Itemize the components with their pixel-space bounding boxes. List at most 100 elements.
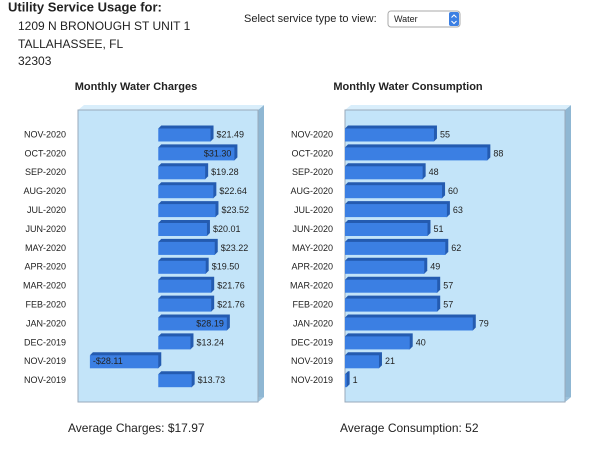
bar bbox=[89, 355, 159, 369]
category-label: JUL-2020 bbox=[294, 205, 333, 215]
value-label: $22.64 bbox=[219, 186, 247, 196]
average-consumption: Average Consumption: 52 bbox=[340, 421, 479, 435]
value-label: 49 bbox=[430, 262, 440, 272]
bar bbox=[345, 147, 488, 161]
category-label: SEP-2020 bbox=[25, 167, 66, 177]
category-label: MAR-2020 bbox=[23, 281, 66, 291]
value-label: 79 bbox=[479, 318, 489, 328]
bar bbox=[158, 374, 192, 388]
average-charges: Average Charges: $17.97 bbox=[68, 421, 205, 435]
bar bbox=[345, 223, 428, 236]
bar bbox=[345, 279, 438, 293]
category-label: NOV-2019 bbox=[291, 375, 333, 385]
category-label: JUN-2020 bbox=[292, 224, 333, 234]
value-label: 57 bbox=[443, 299, 453, 309]
panel-top bbox=[78, 105, 264, 110]
bar bbox=[345, 166, 423, 180]
bar bbox=[158, 260, 206, 274]
bar bbox=[345, 128, 434, 142]
select-box[interactable] bbox=[387, 10, 461, 28]
bar bbox=[158, 204, 216, 218]
category-label: MAR-2020 bbox=[290, 281, 333, 291]
bar bbox=[158, 185, 214, 199]
value-label: 62 bbox=[451, 243, 461, 253]
address-line: 1209 N BRONOUGH ST UNIT 1 bbox=[18, 19, 191, 33]
bar bbox=[345, 241, 446, 255]
chart-title: Monthly Water Consumption bbox=[333, 81, 483, 93]
category-label: OCT-2020 bbox=[291, 148, 333, 158]
category-label: DEC-2019 bbox=[24, 337, 66, 347]
value-label: 55 bbox=[440, 129, 450, 139]
category-label: APR-2020 bbox=[291, 262, 333, 272]
value-label: 1 bbox=[353, 375, 358, 385]
bar bbox=[158, 241, 215, 255]
category-label: NOV-2019 bbox=[291, 356, 333, 366]
selector-label: Select service type to view: bbox=[244, 13, 377, 25]
category-label: NOV-2020 bbox=[24, 129, 66, 139]
bar bbox=[345, 317, 473, 331]
bar bbox=[345, 204, 447, 218]
service-select[interactable]: Water bbox=[387, 10, 461, 28]
value-label: $21.49 bbox=[217, 129, 245, 139]
value-label: 48 bbox=[429, 167, 439, 177]
bar bbox=[345, 374, 347, 388]
header-title: Utility Service Usage for: bbox=[8, 0, 162, 14]
bar bbox=[345, 185, 443, 199]
value-label: 60 bbox=[448, 186, 458, 196]
category-label: FEB-2020 bbox=[25, 299, 66, 309]
bar bbox=[158, 336, 191, 350]
category-label: OCT-2020 bbox=[24, 148, 66, 158]
value-label: $21.76 bbox=[217, 299, 245, 309]
category-label: DEC-2019 bbox=[291, 337, 333, 347]
category-label: APR-2020 bbox=[24, 262, 66, 272]
bar bbox=[158, 279, 212, 293]
category-label: JAN-2020 bbox=[26, 318, 66, 328]
value-label: $23.22 bbox=[221, 243, 249, 253]
bar bbox=[158, 147, 235, 161]
value-label: $20.01 bbox=[213, 224, 241, 234]
value-label: $23.52 bbox=[221, 205, 249, 215]
panel-top bbox=[345, 105, 571, 110]
bar bbox=[345, 298, 438, 312]
bar bbox=[345, 260, 425, 274]
value-label: 57 bbox=[443, 281, 453, 291]
select-arrow-icon bbox=[451, 14, 457, 25]
bar bbox=[158, 223, 207, 236]
value-label: $13.73 bbox=[198, 375, 226, 385]
bar bbox=[158, 166, 206, 180]
bar bbox=[345, 355, 379, 369]
value-label: $13.24 bbox=[196, 337, 224, 347]
category-label: FEB-2020 bbox=[292, 299, 333, 309]
select-value[interactable]: Water bbox=[394, 14, 418, 24]
value-label: 88 bbox=[493, 148, 503, 158]
panel-side bbox=[565, 105, 571, 402]
value-label: 51 bbox=[434, 224, 444, 234]
select-arrow[interactable] bbox=[449, 12, 459, 26]
bar bbox=[158, 128, 211, 142]
category-label: MAY-2020 bbox=[292, 243, 333, 253]
value-label: $19.50 bbox=[212, 262, 240, 272]
category-label: JUN-2020 bbox=[25, 224, 66, 234]
category-label: JUL-2020 bbox=[27, 205, 66, 215]
category-label: NOV-2019 bbox=[24, 375, 66, 385]
value-label: $19.28 bbox=[211, 167, 239, 177]
category-label: JAN-2020 bbox=[293, 318, 333, 328]
category-label: AUG-2020 bbox=[23, 186, 66, 196]
bar bbox=[345, 336, 410, 350]
address-line: TALLAHASSEE, FL bbox=[18, 37, 123, 51]
category-label: NOV-2020 bbox=[291, 129, 333, 139]
chart-title: Monthly Water Charges bbox=[75, 81, 197, 93]
category-label: NOV-2019 bbox=[24, 356, 66, 366]
value-label: 63 bbox=[453, 205, 463, 215]
bar bbox=[158, 317, 227, 331]
category-label: MAY-2020 bbox=[25, 243, 66, 253]
value-label: 40 bbox=[416, 337, 426, 347]
value-label: $31.30 bbox=[204, 148, 232, 158]
value-label: $28.19 bbox=[196, 318, 224, 328]
bar bbox=[158, 298, 212, 312]
category-label: SEP-2020 bbox=[292, 167, 333, 177]
panel-side bbox=[258, 105, 264, 402]
value-label: $21.76 bbox=[217, 281, 245, 291]
